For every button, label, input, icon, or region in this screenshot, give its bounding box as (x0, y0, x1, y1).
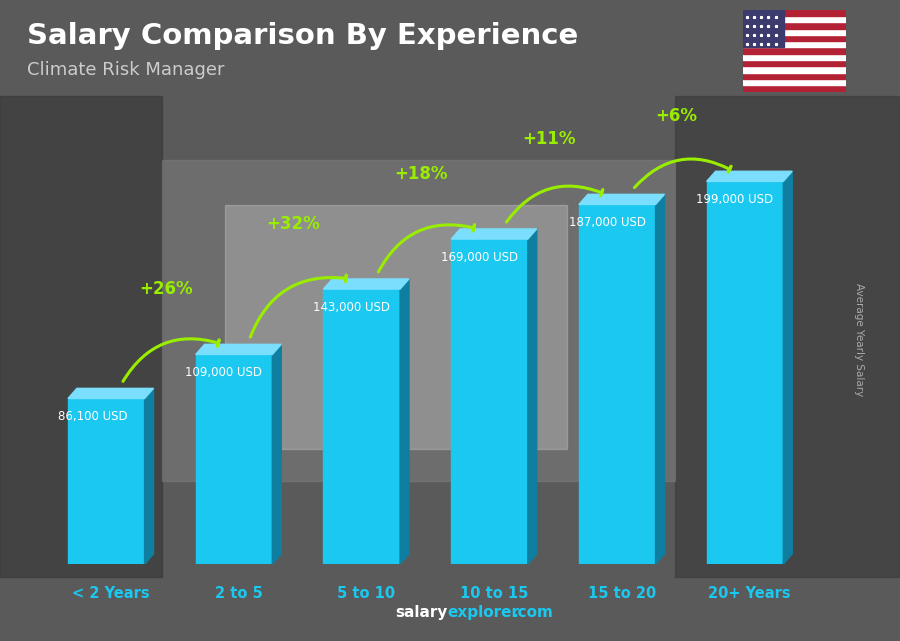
Text: +6%: +6% (655, 107, 698, 125)
Text: 5 to 10: 5 to 10 (338, 587, 395, 601)
Text: 109,000 USD: 109,000 USD (185, 366, 263, 379)
Bar (225, 205, 567, 449)
Bar (742, 79, 846, 85)
Text: +11%: +11% (522, 130, 576, 148)
Text: < 2 Years: < 2 Years (72, 587, 149, 601)
Text: 20+ Years: 20+ Years (708, 587, 791, 601)
Bar (706, 181, 783, 564)
Text: 86,100 USD: 86,100 USD (58, 410, 127, 423)
Polygon shape (527, 229, 536, 564)
Text: Average Yearly Salary: Average Yearly Salary (854, 283, 865, 396)
Text: Salary Comparison By Experience: Salary Comparison By Experience (27, 22, 578, 50)
Bar (579, 204, 655, 564)
Bar (68, 399, 145, 564)
Polygon shape (400, 279, 409, 564)
Bar (323, 289, 400, 564)
Polygon shape (706, 171, 792, 181)
Bar (742, 10, 784, 47)
Bar (162, 160, 675, 481)
Bar (742, 41, 846, 47)
Bar (742, 16, 846, 22)
Text: explorer: explorer (447, 604, 519, 620)
Bar (742, 72, 846, 79)
Text: 2 to 5: 2 to 5 (214, 587, 262, 601)
Text: .com: .com (512, 604, 553, 620)
Bar (451, 239, 527, 564)
Polygon shape (145, 388, 154, 564)
Text: Climate Risk Manager: Climate Risk Manager (27, 62, 224, 79)
Bar (742, 10, 846, 16)
Text: 143,000 USD: 143,000 USD (313, 301, 391, 313)
Bar (742, 35, 846, 41)
Bar (0, 96, 162, 577)
Bar (742, 29, 846, 35)
Bar (742, 85, 846, 92)
Polygon shape (451, 229, 536, 239)
Polygon shape (195, 344, 282, 354)
Polygon shape (783, 171, 792, 564)
Bar (675, 96, 900, 577)
Bar (742, 22, 846, 29)
Polygon shape (68, 388, 154, 399)
Text: 169,000 USD: 169,000 USD (441, 251, 518, 263)
Polygon shape (579, 194, 664, 204)
Bar (742, 60, 846, 67)
Text: salary: salary (395, 604, 447, 620)
Bar (742, 54, 846, 60)
Bar (742, 47, 846, 54)
Bar (195, 354, 273, 564)
Text: 10 to 15: 10 to 15 (460, 587, 528, 601)
Bar (742, 67, 846, 72)
Polygon shape (323, 279, 409, 289)
Polygon shape (273, 344, 282, 564)
Text: +26%: +26% (139, 280, 193, 298)
Text: 199,000 USD: 199,000 USD (697, 193, 774, 206)
Text: +32%: +32% (266, 215, 320, 233)
Text: 15 to 20: 15 to 20 (588, 587, 656, 601)
Polygon shape (655, 194, 664, 564)
Text: 187,000 USD: 187,000 USD (569, 216, 645, 229)
Text: +18%: +18% (394, 165, 448, 183)
